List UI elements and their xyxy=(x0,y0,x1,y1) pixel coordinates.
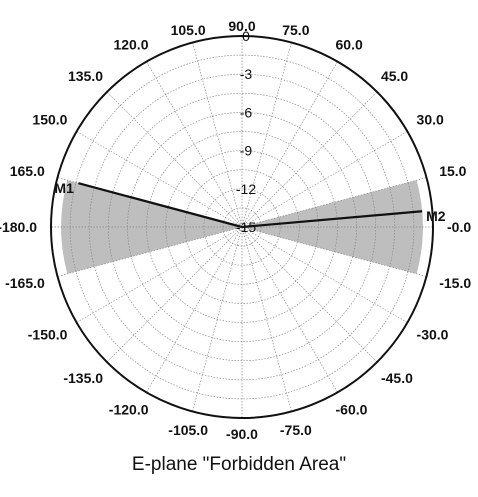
angle-tick-label: 90.0 xyxy=(228,18,255,34)
angle-tick-label: -120.0 xyxy=(109,402,149,418)
angle-tick-label: -15.0 xyxy=(439,275,471,291)
marker-label-m1: M1 xyxy=(54,180,74,196)
angle-tick-label: 120.0 xyxy=(113,36,148,52)
grid-ring xyxy=(146,131,338,323)
grid-spoke xyxy=(241,131,408,228)
polar-chart: M1 M2 0 -3 -6 -9 -12 -15 90.0 75.0 60.0 45.0 30.0 15.… xyxy=(0,18,471,442)
radial-tick-label: 0 xyxy=(242,28,250,44)
grid-spoke xyxy=(241,177,427,228)
angle-tick-label: -105.0 xyxy=(168,422,208,438)
radial-tick-label: -15 xyxy=(236,219,256,235)
grid-spoke xyxy=(241,61,338,228)
grid-spoke xyxy=(76,131,243,228)
grid-spoke xyxy=(146,226,243,393)
angle-tick-label: 165.0 xyxy=(10,163,45,179)
angle-tick-label: -60.0 xyxy=(336,402,368,418)
angle-tick-label: -135.0 xyxy=(63,370,103,386)
angle-tick-label: -165.0 xyxy=(5,275,45,291)
grid-ring xyxy=(184,169,300,285)
angle-tick-label: -30.0 xyxy=(417,327,449,343)
grid-spoke xyxy=(106,91,243,228)
grid-ring xyxy=(222,207,262,247)
grid-spoke xyxy=(241,226,408,323)
chart-caption: E-plane "Forbidden Area" xyxy=(131,454,347,475)
grid-ring xyxy=(127,112,357,342)
grid-ring xyxy=(107,92,377,362)
radial-tick-label: -6 xyxy=(240,104,253,120)
angle-tick-label: -75.0 xyxy=(280,422,312,438)
grid-spoke xyxy=(241,226,338,393)
grid-spoke xyxy=(241,226,427,277)
polar-grid xyxy=(50,35,434,419)
angle-tick-label: 15.0 xyxy=(439,163,466,179)
grid-ring xyxy=(203,188,281,266)
grid-spoke xyxy=(241,226,378,363)
angle-tick-label: 45.0 xyxy=(381,68,408,84)
angle-tick-label: -90.0 xyxy=(226,426,258,442)
grid-ring xyxy=(69,54,415,400)
series-layer xyxy=(78,182,423,229)
angle-tick-label: -0.0 xyxy=(447,219,471,235)
radial-tick-label: -12 xyxy=(236,181,256,197)
grid-spoke xyxy=(57,226,243,277)
grid-spoke xyxy=(146,61,243,228)
grid-spoke xyxy=(241,42,292,228)
angle-tick-label: 135.0 xyxy=(68,68,103,84)
angle-tick-label: 60.0 xyxy=(336,36,363,52)
angle-tick-label: -150.0 xyxy=(28,327,68,343)
outer-ring xyxy=(50,35,434,419)
grid-ring xyxy=(165,150,319,304)
grid-spoke xyxy=(76,226,243,323)
marker-label-m2: M2 xyxy=(426,208,446,224)
angle-tick-label: -45.0 xyxy=(381,370,413,386)
radial-tick-label: -9 xyxy=(240,143,253,159)
grid-ring xyxy=(88,73,396,381)
angle-tick-label: 30.0 xyxy=(417,111,444,127)
grid-spoke xyxy=(106,226,243,363)
angle-tick-label: 150.0 xyxy=(32,111,67,127)
angle-tick-label: -180.0 xyxy=(0,219,37,235)
angle-tick-label: 75.0 xyxy=(282,22,309,38)
grid-spoke xyxy=(192,226,243,412)
radial-tick-label: -3 xyxy=(240,66,253,82)
grid-spoke xyxy=(241,91,378,228)
angle-tick-label: 105.0 xyxy=(171,22,206,38)
tick-label-layer: M1 M2 0 -3 -6 -9 -12 -15 90.0 75.0 60.0 45.0 30.0 15.… xyxy=(0,18,471,442)
grid-spoke xyxy=(241,226,292,412)
grid-spoke xyxy=(192,42,243,228)
series-line xyxy=(78,182,423,229)
